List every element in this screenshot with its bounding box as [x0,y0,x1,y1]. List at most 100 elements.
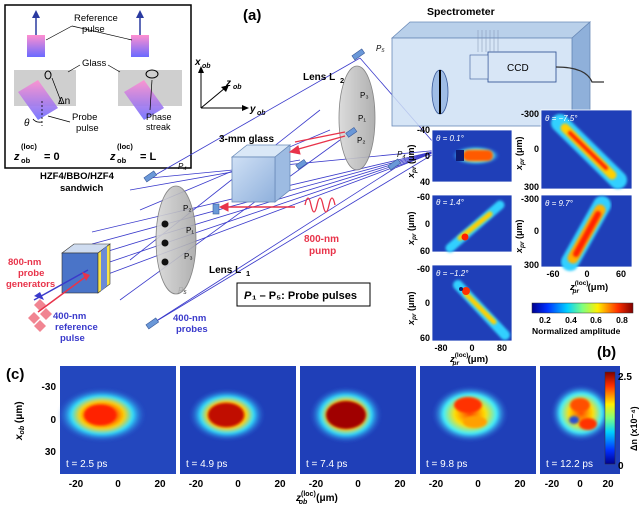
c-xtick-3b: 0 [355,479,361,490]
b-cbar-tick-4: 0.8 [616,315,628,325]
inset-z0-eq: = 0 [44,151,60,163]
reference-pulse-line3: pulse [60,333,85,344]
pump-label-line1: 800-nm [304,234,339,245]
c-xtick-4b: 0 [475,479,481,490]
inset-zl-z: z [109,151,116,163]
axis-z-sub: ob [233,84,242,91]
glass-label: 3-mm glass [219,134,274,145]
inset-zl-sup: (loc) [117,142,133,151]
inset-leader-dn [51,77,63,105]
c-xtick-5c: 20 [602,479,614,490]
inset-reference-label-line1: Reference [74,13,118,24]
b-ytick-3c: 60 [420,333,430,343]
c-ytick-2: 0 [50,415,56,426]
reference-pulse-line1: 400-nm [53,311,86,322]
inset-leader-probe [47,115,71,123]
b-rytick-1c: 300 [524,182,539,192]
frame-5-time: t = 12.2 ps [546,459,593,470]
probes-label-line1: 400-nm [173,313,206,324]
frame-2: t = 4.9 ps [180,366,296,474]
lens-l2-label: Lens L [303,72,335,83]
pump-beam: 800-nm pump [218,131,346,257]
c-xtick-1c: 20 [154,479,166,490]
c-xlabel: z(loc) ob (μm) [295,491,338,504]
b-rytick-1b: 0 [534,144,539,154]
lens-l2: Lens L 2 P₃ P₁ P₂ [303,65,376,171]
panel-b-left-yticks: -40 0 40 -60 0 60 -60 0 60 [417,125,430,343]
b-ylabel-3: xpr (μm) [406,291,418,326]
probe-legend-text: ₁ – P₅: Probe pulses [252,290,357,302]
b-ylabel-5: xpr (μm) [514,219,526,254]
b-xtick-r1: -60 [546,269,559,279]
inset-z0-label: z (loc) ob = 0 [13,142,60,165]
inset-theta-label: θ [24,118,30,129]
c-xtick-4c: 20 [514,479,526,490]
panel-c: (c) t = 2.5 ps t = 4.9 ps t = 7.4 ps t =… [6,366,639,506]
b-rytick-2b: 0 [534,226,539,236]
setup-diagram: x ob z ob y ob [6,6,604,344]
inset-leader-glass [67,64,81,73]
panel-b: θ = 0.1° θ = 1.4° θ = −1.2° θ = −7.5° [406,109,634,367]
c-cbar-top: 2.5 [618,372,632,383]
inset-delta-n-label: Δn [58,96,70,107]
pump-label-line2: pump [309,246,336,257]
b-rytick-1a: -300 [521,109,539,119]
frame-3-time: t = 7.4 ps [306,459,347,470]
coordinate-axes: x ob z ob y ob [194,57,266,117]
spectrometer: Spectrometer CCD [390,6,604,127]
probe-beams [91,57,441,326]
lens-l2-p1: P₁ [358,114,366,123]
input-beams: 800-nm probe generators 400-nm reference… [6,257,208,344]
panel-b-map-2: θ = 1.4° [431,194,513,253]
panel-b-map-3: θ = −1.2° [431,264,513,342]
mirrors [143,48,402,330]
b-cbar-label: Normalized amplitude [532,326,621,336]
axis-x-sub: ob [202,63,211,70]
b-xtick-l2: 0 [469,343,474,353]
probes-label-line2: probes [176,324,208,335]
sandwich-label-line1: HZF4/BBO/HZF4 [40,171,115,182]
probe-legend-p: P [244,290,252,302]
probe-pulses-legend: P ₁ – P₅: Probe pulses [236,282,371,307]
panel-c-xticks: -20 0 20 -20 0 20 -20 0 20 -20 0 20 -20 … [69,479,614,490]
panel-b-map-5: θ = 9.7° [540,194,633,271]
b-ytick-3b: 0 [425,298,430,308]
inset-leader-glass2 [107,64,121,73]
glass-cube: 3-mm glass [219,134,292,203]
frame-2-time: t = 4.9 ps [186,459,227,470]
map-2-theta: θ = 1.4° [436,198,465,207]
b-ylabel-1: xpr (μm) [406,144,418,179]
inset-leader-streak [149,79,153,111]
p4-left-label: P₄ [178,162,187,171]
frame-1: t = 2.5 ps [58,366,176,474]
probe-generators-line1: 800-nm [8,257,41,268]
lens-l2-p2: P₂ [357,136,365,145]
p5-top-label: P₅ [376,44,385,53]
inset-phase-label-line1: Phase [146,112,172,122]
c-xtick-3a: -20 [309,479,324,490]
inset-leader-ref2 [71,25,133,41]
inset-ref-arrowhead-left [32,10,40,18]
inset-phase-label-line2: streak [146,122,171,132]
b-xlabel-left: z(loc) pr (μm) [449,352,488,367]
c-cbar-label: Δn (x10⁻⁴) [629,406,639,451]
c-xtick-1b: 0 [115,479,121,490]
b-cbar-tick-1: 0.2 [539,315,551,325]
frame-1-time: t = 2.5 ps [66,459,107,470]
panel-b-map-1: θ = 0.1° [431,129,513,183]
b-xtick-l1: -80 [434,343,447,353]
inset-reference-pulse-right [131,35,149,57]
b-cbar-tick-2: 0.4 [565,315,577,325]
b-ylabel-4: xpr (μm) [514,136,526,171]
panel-b-right-yticks: -300 0 300 -300 0 300 [521,109,539,270]
inset-probe-pulse-left [18,80,58,120]
inset-z0-z: z [13,151,20,163]
panel-b-xticks: -80 0 80 -60 0 60 [434,269,626,353]
b-ytick-2b: 0 [425,219,430,229]
b-xtick-r2: 0 [584,269,589,279]
b-rytick-2c: 300 [524,260,539,270]
b-rytick-2a: -300 [521,194,539,204]
c-ytick-3: 30 [45,447,57,458]
lens-l1-p2: P₂ [183,204,191,213]
spectrometer-label: Spectrometer [427,6,495,18]
